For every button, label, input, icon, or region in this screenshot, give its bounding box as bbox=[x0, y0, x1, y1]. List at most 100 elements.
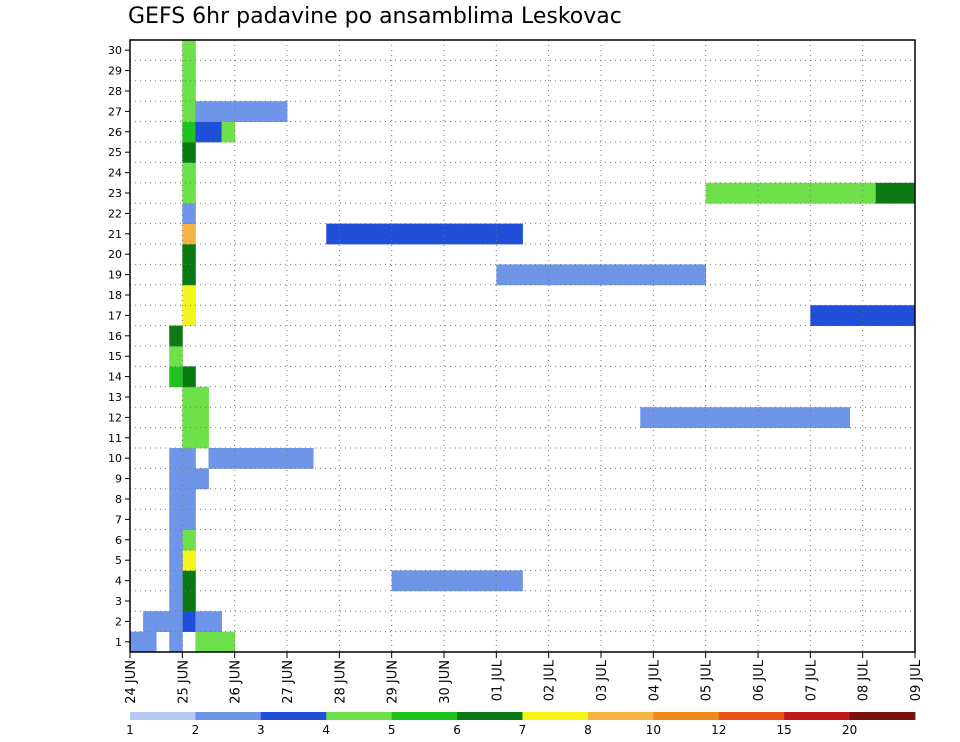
legend-label: 3 bbox=[257, 723, 265, 737]
heatmap-cell bbox=[404, 223, 419, 245]
heatmap-cell bbox=[417, 223, 432, 245]
legend-label: 20 bbox=[842, 723, 857, 737]
legend-swatch bbox=[260, 712, 327, 720]
heatmap-cell bbox=[901, 305, 916, 326]
legend-label: 8 bbox=[584, 723, 592, 737]
heatmap-cell bbox=[430, 223, 445, 245]
x-tick-label: 09 JUL bbox=[909, 659, 924, 701]
heatmap-cell bbox=[744, 182, 759, 204]
y-tick-label: 22 bbox=[108, 207, 122, 220]
heatmap-cell bbox=[758, 182, 772, 204]
y-tick-label: 16 bbox=[108, 330, 122, 343]
y-tick-label: 8 bbox=[115, 493, 122, 506]
heatmap-cell bbox=[352, 223, 366, 245]
heatmap-cell bbox=[273, 448, 288, 469]
legend-swatch bbox=[784, 712, 850, 720]
heatmap-cell bbox=[862, 305, 877, 326]
legend-swatch bbox=[522, 712, 589, 720]
heatmap-cell bbox=[836, 182, 850, 204]
heatmap-cell bbox=[862, 182, 877, 204]
y-tick-label: 5 bbox=[115, 554, 122, 567]
heatmap-cell bbox=[457, 223, 471, 245]
heatmap-cell bbox=[169, 611, 183, 632]
heatmap-cell bbox=[692, 407, 707, 428]
heatmap-cell bbox=[169, 590, 183, 612]
heatmap-cell bbox=[182, 550, 196, 571]
heatmap-cell bbox=[797, 182, 811, 204]
heatmap-cell bbox=[195, 101, 209, 122]
heatmap-cell bbox=[522, 264, 536, 286]
heatmap-cell bbox=[182, 386, 196, 408]
heatmap-cell bbox=[391, 570, 406, 592]
heatmap-cell bbox=[888, 305, 903, 326]
legend-swatch bbox=[457, 712, 523, 720]
heatmap-cell bbox=[849, 305, 864, 326]
y-tick-label: 10 bbox=[108, 452, 122, 465]
heatmap-cell bbox=[169, 346, 183, 367]
y-tick-label: 25 bbox=[108, 146, 122, 159]
heatmap-cell bbox=[561, 264, 576, 286]
y-tick-label: 18 bbox=[108, 289, 122, 302]
heatmap-cell bbox=[758, 407, 772, 428]
heatmap-cell bbox=[653, 264, 667, 286]
heatmap-cells bbox=[130, 40, 916, 653]
heatmap-cell bbox=[326, 223, 340, 245]
legend-swatch bbox=[587, 712, 654, 720]
heatmap-cell bbox=[810, 305, 824, 326]
heatmap-cell bbox=[627, 264, 641, 286]
heatmap-cell bbox=[182, 529, 196, 551]
heatmap-cell bbox=[221, 631, 236, 653]
heatmap-cell bbox=[247, 448, 262, 469]
y-tick-label: 6 bbox=[115, 534, 122, 547]
heatmap-cell bbox=[195, 468, 209, 490]
y-tick-label: 24 bbox=[108, 167, 122, 180]
legend-label: 1 bbox=[126, 723, 134, 737]
heatmap-cell bbox=[169, 550, 183, 571]
heatmap-cell bbox=[169, 509, 183, 530]
heatmap-cell bbox=[509, 570, 523, 592]
heatmap-cell bbox=[182, 590, 196, 612]
y-tick-label: 14 bbox=[108, 371, 122, 384]
heatmap-cell bbox=[182, 611, 196, 632]
y-tick-label: 17 bbox=[108, 309, 122, 322]
heatmap-cell bbox=[169, 325, 183, 347]
heatmap-cell bbox=[208, 121, 222, 143]
heatmap-cell bbox=[653, 407, 667, 428]
heatmap-cell bbox=[182, 570, 196, 592]
heatmap-cell bbox=[195, 427, 209, 449]
heatmap-cell bbox=[457, 570, 471, 592]
heatmap-cell bbox=[260, 448, 275, 469]
legend-label: 15 bbox=[777, 723, 792, 737]
heatmap-cell bbox=[182, 142, 196, 163]
heatmap-cell bbox=[247, 101, 262, 122]
legend-label: 10 bbox=[646, 723, 661, 737]
heatmap-cell bbox=[156, 611, 170, 632]
legend-swatch bbox=[391, 712, 458, 720]
heatmap-cell bbox=[182, 101, 196, 122]
heatmap-cell bbox=[640, 264, 654, 286]
heatmap-cell bbox=[470, 570, 484, 592]
heatmap-cell bbox=[208, 611, 222, 632]
x-tick-label: 26 JUN bbox=[229, 660, 244, 704]
heatmap-cell bbox=[679, 264, 693, 286]
y-tick-label: 27 bbox=[108, 105, 122, 118]
heatmap-cell bbox=[130, 631, 144, 653]
heatmap-cell bbox=[182, 305, 196, 326]
y-tick-label: 30 bbox=[108, 44, 122, 57]
heatmap-cell bbox=[614, 264, 628, 286]
grid-lines bbox=[130, 40, 915, 652]
heatmap-cell bbox=[548, 264, 563, 286]
y-axis-ticks: 1234567891011121314151617181920212223242… bbox=[108, 44, 130, 649]
legend-swatch bbox=[653, 712, 720, 720]
heatmap-cell bbox=[666, 264, 680, 286]
heatmap-cell bbox=[823, 305, 837, 326]
heatmap-cell bbox=[182, 468, 196, 490]
heatmap-cell bbox=[849, 182, 864, 204]
x-tick-label: 28 JUN bbox=[333, 660, 348, 704]
heatmap-cell bbox=[587, 264, 602, 286]
heatmap-cell bbox=[169, 448, 183, 469]
legend-label: 5 bbox=[388, 723, 396, 737]
x-tick-label: 04 JUL bbox=[647, 659, 662, 701]
heatmap-cell bbox=[391, 223, 406, 245]
